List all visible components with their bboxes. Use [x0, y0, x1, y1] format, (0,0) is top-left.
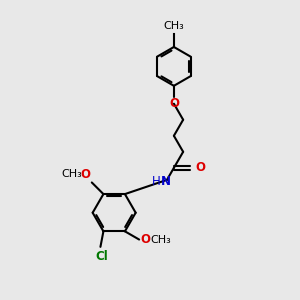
Text: CH₃: CH₃: [151, 235, 171, 244]
Text: O: O: [141, 233, 151, 246]
Text: CH₃: CH₃: [61, 169, 82, 178]
Text: O: O: [196, 161, 206, 174]
Text: H: H: [152, 175, 160, 188]
Text: O: O: [80, 168, 90, 181]
Text: O: O: [170, 97, 180, 110]
Text: Cl: Cl: [95, 250, 108, 263]
Text: CH₃: CH₃: [164, 22, 184, 32]
Text: N: N: [160, 175, 170, 188]
